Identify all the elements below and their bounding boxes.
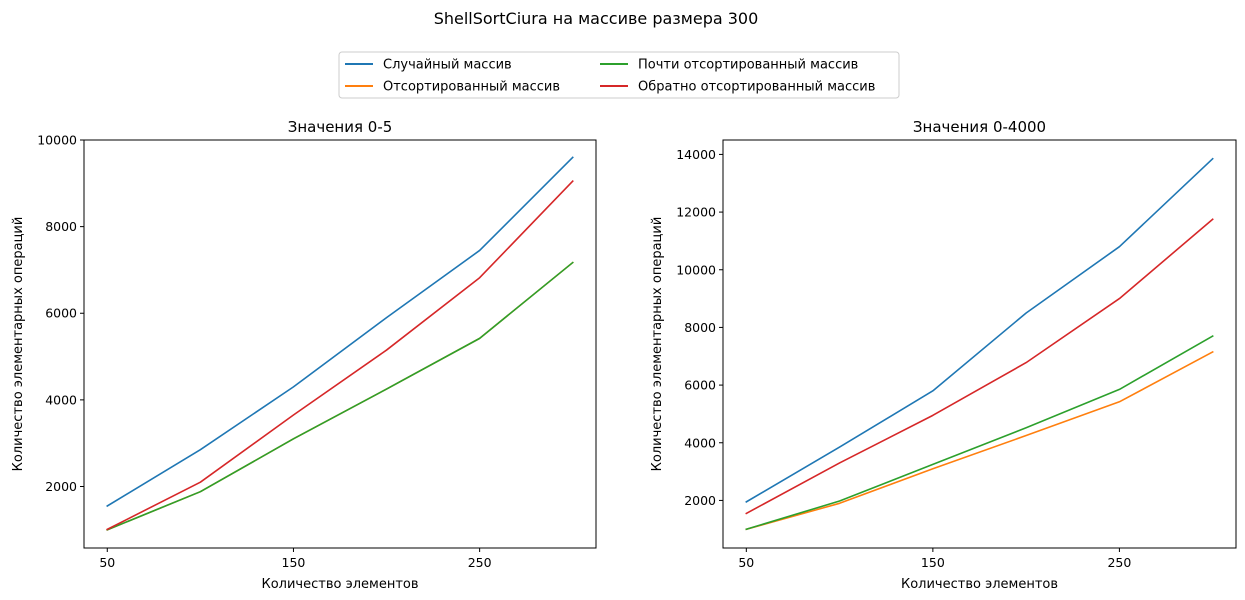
chart-left-xlabel: Количество элементов: [261, 577, 418, 592]
chart-left-series-2-line: [106, 261, 574, 531]
chart-left-xtick-label-1: 150: [282, 555, 306, 570]
chart-right-ytick-label-5: 12000: [676, 205, 716, 220]
chart-right-frame: [722, 139, 1237, 549]
chart-left-ytick-label-0: 2000: [45, 479, 77, 494]
chart-left-frame: [83, 139, 597, 549]
chart-right-ytick-label-2: 6000: [684, 378, 716, 393]
chart-left-ytick-label-4: 10000: [37, 133, 77, 148]
chart-right-series-3-line: [745, 218, 1214, 515]
chart-right-ytick-label-1: 4000: [684, 435, 716, 450]
chart-left-ytick-label-3: 8000: [45, 219, 77, 234]
chart-right-series-2-line: [745, 334, 1214, 531]
chart-right-ytick-label-6: 14000: [676, 147, 716, 162]
chart-right-xlabel: Количество элементов: [901, 577, 1058, 592]
chart-left-series-3-line: [106, 180, 574, 531]
chart-left-series-0-line: [106, 156, 574, 508]
legend: Случайный массив Отсортированный массив По…: [338, 51, 900, 99]
legend-entry-1: Отсортированный массив: [345, 80, 560, 95]
chart-left-series-1-line: [106, 261, 574, 531]
subplot-right: Значения 0-4000 50 150 250 2000 4000 6000 8000 1…: [650, 118, 1237, 592]
legend-entry-2: Почти отсортированный массив: [600, 58, 858, 73]
legend-entry-0: Случайный массив: [345, 58, 512, 73]
chart-right-title: Значения 0-4000: [913, 118, 1046, 136]
legend-entry-3: Обратно отсортированный массив: [600, 80, 875, 95]
chart-left-ytick-label-2: 6000: [45, 306, 77, 321]
chart-right-xtick-label-1: 150: [921, 555, 945, 570]
legend-entry-1-label: Отсортированный массив: [383, 80, 560, 95]
legend-entry-3-label: Обратно отсортированный массив: [638, 80, 875, 95]
figure-title: ShellSortCiura на массиве размера 300: [434, 9, 759, 28]
legend-entry-2-label: Почти отсортированный массив: [638, 58, 858, 73]
chart-left-ylabel: Количество элементарных операций: [11, 217, 26, 472]
chart-left-ytick-label-1: 4000: [45, 392, 77, 407]
chart-right-series-1-line: [745, 350, 1214, 531]
chart-right-ytick-label-0: 2000: [684, 493, 716, 508]
chart-left-xtick-label-0: 50: [99, 555, 115, 570]
chart-left-title: Значения 0-5: [288, 118, 393, 136]
chart-right-ylabel: Количество элементарных операций: [650, 217, 665, 472]
chart-right-series-0-line: [745, 157, 1214, 503]
legend-frame: [338, 51, 900, 99]
chart-right-xtick-label-2: 250: [1107, 555, 1131, 570]
chart-left-xtick-label-2: 250: [468, 555, 492, 570]
chart-right-xtick-label-0: 50: [738, 555, 754, 570]
subplot-left: Значения 0-5 50 150 250 2000 4000 6000 8000 1000…: [11, 118, 597, 592]
chart-right-ytick-label-4: 10000: [676, 262, 716, 277]
chart-right-ytick-label-3: 8000: [684, 320, 716, 335]
legend-entry-0-label: Случайный массив: [383, 58, 512, 73]
